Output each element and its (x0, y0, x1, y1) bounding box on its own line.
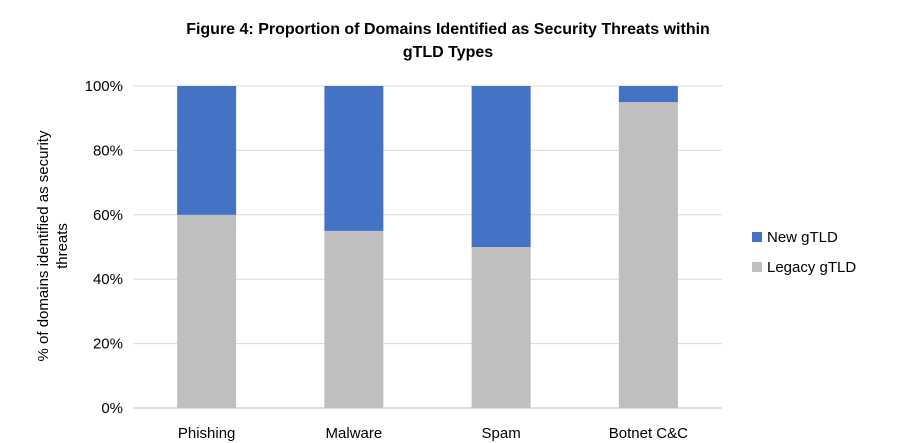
x-tick-label: Botnet C&C (609, 425, 688, 442)
y-tick-label: 100% (85, 78, 123, 95)
bar-legacy-gtld-spam (471, 247, 531, 408)
x-tick-label: Phishing (178, 425, 236, 442)
y-tick-label: 20% (93, 336, 123, 353)
chart-title-line-2: gTLD Types (403, 44, 493, 61)
x-tick-label: Spam (482, 425, 521, 442)
x-axis-ticks: Phishing Malware Spam Botnet C&C (178, 425, 688, 442)
y-axis-label: % of domains identified as security thre… (35, 130, 71, 361)
legend-swatch (752, 262, 762, 272)
x-tick-label: Malware (326, 425, 383, 442)
legend: New gTLD Legacy gTLD (752, 229, 856, 276)
bars (177, 86, 678, 408)
y-tick-label: 60% (93, 207, 123, 224)
legend-label: New gTLD (767, 229, 838, 246)
y-tick-label: 0% (101, 400, 123, 417)
y-axis-ticks: 0% 20% 40% 60% 80% 100% (85, 78, 123, 417)
y-tick-label: 40% (93, 271, 123, 288)
legend-swatch (752, 232, 762, 242)
bar-new-gtld-botnet-c-c (618, 86, 678, 103)
y-tick-label: 80% (93, 142, 123, 159)
bar-new-gtld-phishing (177, 86, 237, 215)
y-axis-label-line-1: % of domains identified as security (35, 130, 52, 361)
legend-label: Legacy gTLD (767, 259, 856, 276)
bar-legacy-gtld-botnet-c-c (618, 102, 678, 408)
bar-legacy-gtld-malware (324, 230, 384, 408)
bar-new-gtld-malware (324, 86, 384, 231)
bar-legacy-gtld-phishing (177, 214, 237, 408)
chart-title-line-1: Figure 4: Proportion of Domains Identifi… (186, 21, 710, 38)
y-axis-label-line-2: threats (54, 223, 71, 269)
bar-new-gtld-spam (471, 86, 531, 247)
